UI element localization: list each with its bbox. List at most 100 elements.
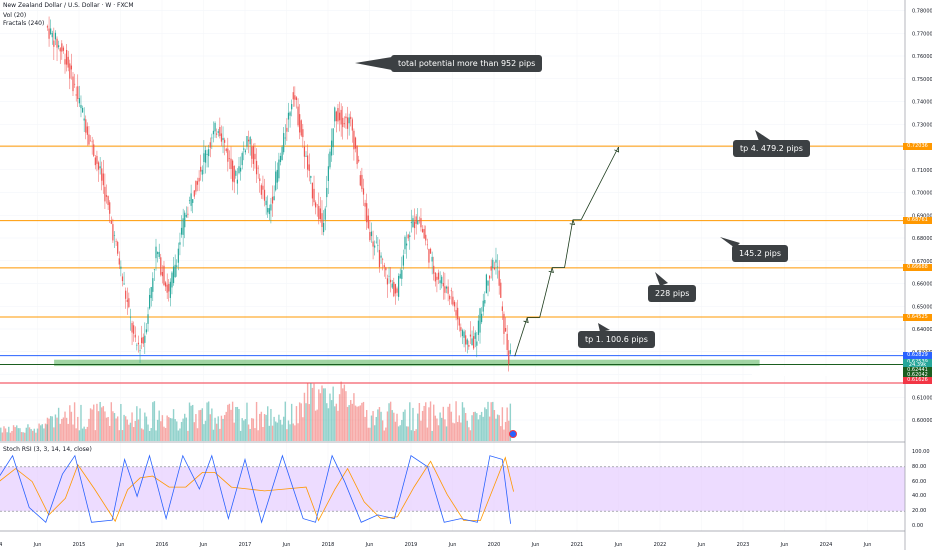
volume-bar [434, 415, 437, 441]
candle-body [493, 267, 495, 270]
volume-bar [212, 429, 215, 441]
callout-tp2[interactable]: 228 pips [648, 285, 697, 302]
volume-bar [174, 419, 176, 441]
volume-bar [420, 420, 422, 441]
symbol-title[interactable]: New Zealand Dollar / U.S. Dollar · W · F… [3, 2, 134, 9]
volume-bar [452, 422, 454, 441]
candle-body [236, 179, 239, 184]
volume-bar [8, 426, 10, 441]
candle-body [488, 275, 491, 279]
price-tick-label: 0.60000 [912, 418, 932, 424]
candle-body [133, 325, 135, 334]
candle-body [369, 232, 371, 241]
indicator-vol[interactable]: Vol (20) [3, 12, 27, 19]
price-tick-label: 0.74000 [912, 100, 932, 106]
candle-body [351, 119, 353, 131]
candle-body [417, 220, 419, 225]
volume-bar [105, 417, 108, 441]
candle-body [487, 280, 489, 286]
volume-bar [53, 427, 55, 441]
volume-bar [295, 406, 298, 441]
volume-bar [65, 417, 68, 441]
candle-body [409, 235, 411, 238]
candle-body [110, 220, 112, 224]
volume-bar [412, 407, 414, 441]
volume-bar [22, 432, 24, 441]
candle-body [268, 208, 270, 215]
volume-bar [85, 429, 87, 441]
candle-body [160, 257, 162, 275]
volume-bar [238, 409, 240, 441]
callout-tp4[interactable]: tp 4. 479.2 pips [733, 140, 810, 157]
callout-tp3[interactable]: 145.2 pips [732, 245, 788, 262]
candle-body [385, 267, 387, 271]
volume-bar [447, 406, 449, 441]
volume-bar [394, 421, 397, 441]
volume-bar [324, 388, 326, 441]
candle-body [495, 259, 497, 263]
volume-bar [110, 402, 113, 441]
volume-bar [322, 388, 325, 441]
candle-body [377, 245, 379, 247]
indicator-fractals[interactable]: Fractals (240) [3, 20, 45, 27]
volume-bar [30, 429, 32, 441]
candle-body [198, 177, 200, 182]
candle-body [345, 116, 347, 119]
volume-bar [140, 428, 143, 441]
candle-body [184, 212, 186, 228]
price-tag: 0.68761 [903, 217, 932, 225]
candle-body [473, 336, 475, 349]
candle-body [316, 204, 318, 206]
candle-body [506, 333, 508, 350]
candle-body [166, 284, 168, 293]
volume-bar [372, 411, 374, 441]
candle-body [201, 169, 203, 175]
volume-bar [214, 417, 216, 441]
candle-body [378, 249, 381, 268]
candle-body [356, 145, 358, 165]
volume-bar [488, 416, 491, 441]
candle-body [169, 281, 171, 298]
candle-body [113, 235, 116, 236]
volume-bar [14, 427, 16, 441]
volume-bar [334, 406, 336, 441]
candle-body [340, 109, 342, 125]
volume-bar [192, 404, 194, 441]
volume-bar [428, 407, 430, 441]
price-tick-label: 0.64000 [912, 327, 932, 333]
candle-body [239, 167, 242, 172]
time-tick-label: Jun [780, 542, 789, 548]
volume-bar [276, 422, 279, 441]
stoch-label[interactable]: Stoch RSI (3, 3, 14, 14, close) [3, 446, 92, 453]
volume-bar [302, 417, 304, 441]
candle-body [115, 241, 117, 242]
price-tag: 0.62042 [903, 372, 932, 380]
volume-bar [415, 429, 417, 441]
candle-body [407, 234, 409, 239]
volume-bar [120, 403, 122, 441]
volume-bar [247, 424, 250, 441]
volume-bar [163, 426, 165, 441]
volume-bar [318, 389, 320, 441]
candle-body [72, 76, 74, 92]
candle-body [305, 155, 307, 157]
volume-bar [479, 414, 481, 441]
volume-bar [128, 424, 130, 441]
volume-bar [46, 424, 48, 441]
volume-bar [101, 407, 103, 441]
candle-body [444, 286, 446, 293]
price-tag: 0.62441 [903, 367, 932, 375]
candle-body [394, 284, 397, 294]
volume-bar [16, 425, 18, 441]
candle-body [176, 265, 178, 267]
callout-pointer-tp1 [598, 323, 610, 332]
callout-potential[interactable]: total potential more than 952 pips [391, 55, 543, 72]
support-zone-gap [752, 367, 905, 376]
callout-tp1[interactable]: tp 1. 100.6 pips [578, 331, 655, 348]
volume-bar [441, 417, 443, 441]
volume-bar [254, 428, 256, 441]
candle-body [105, 195, 108, 197]
volume-bar [466, 420, 468, 441]
volume-bar [469, 430, 472, 441]
